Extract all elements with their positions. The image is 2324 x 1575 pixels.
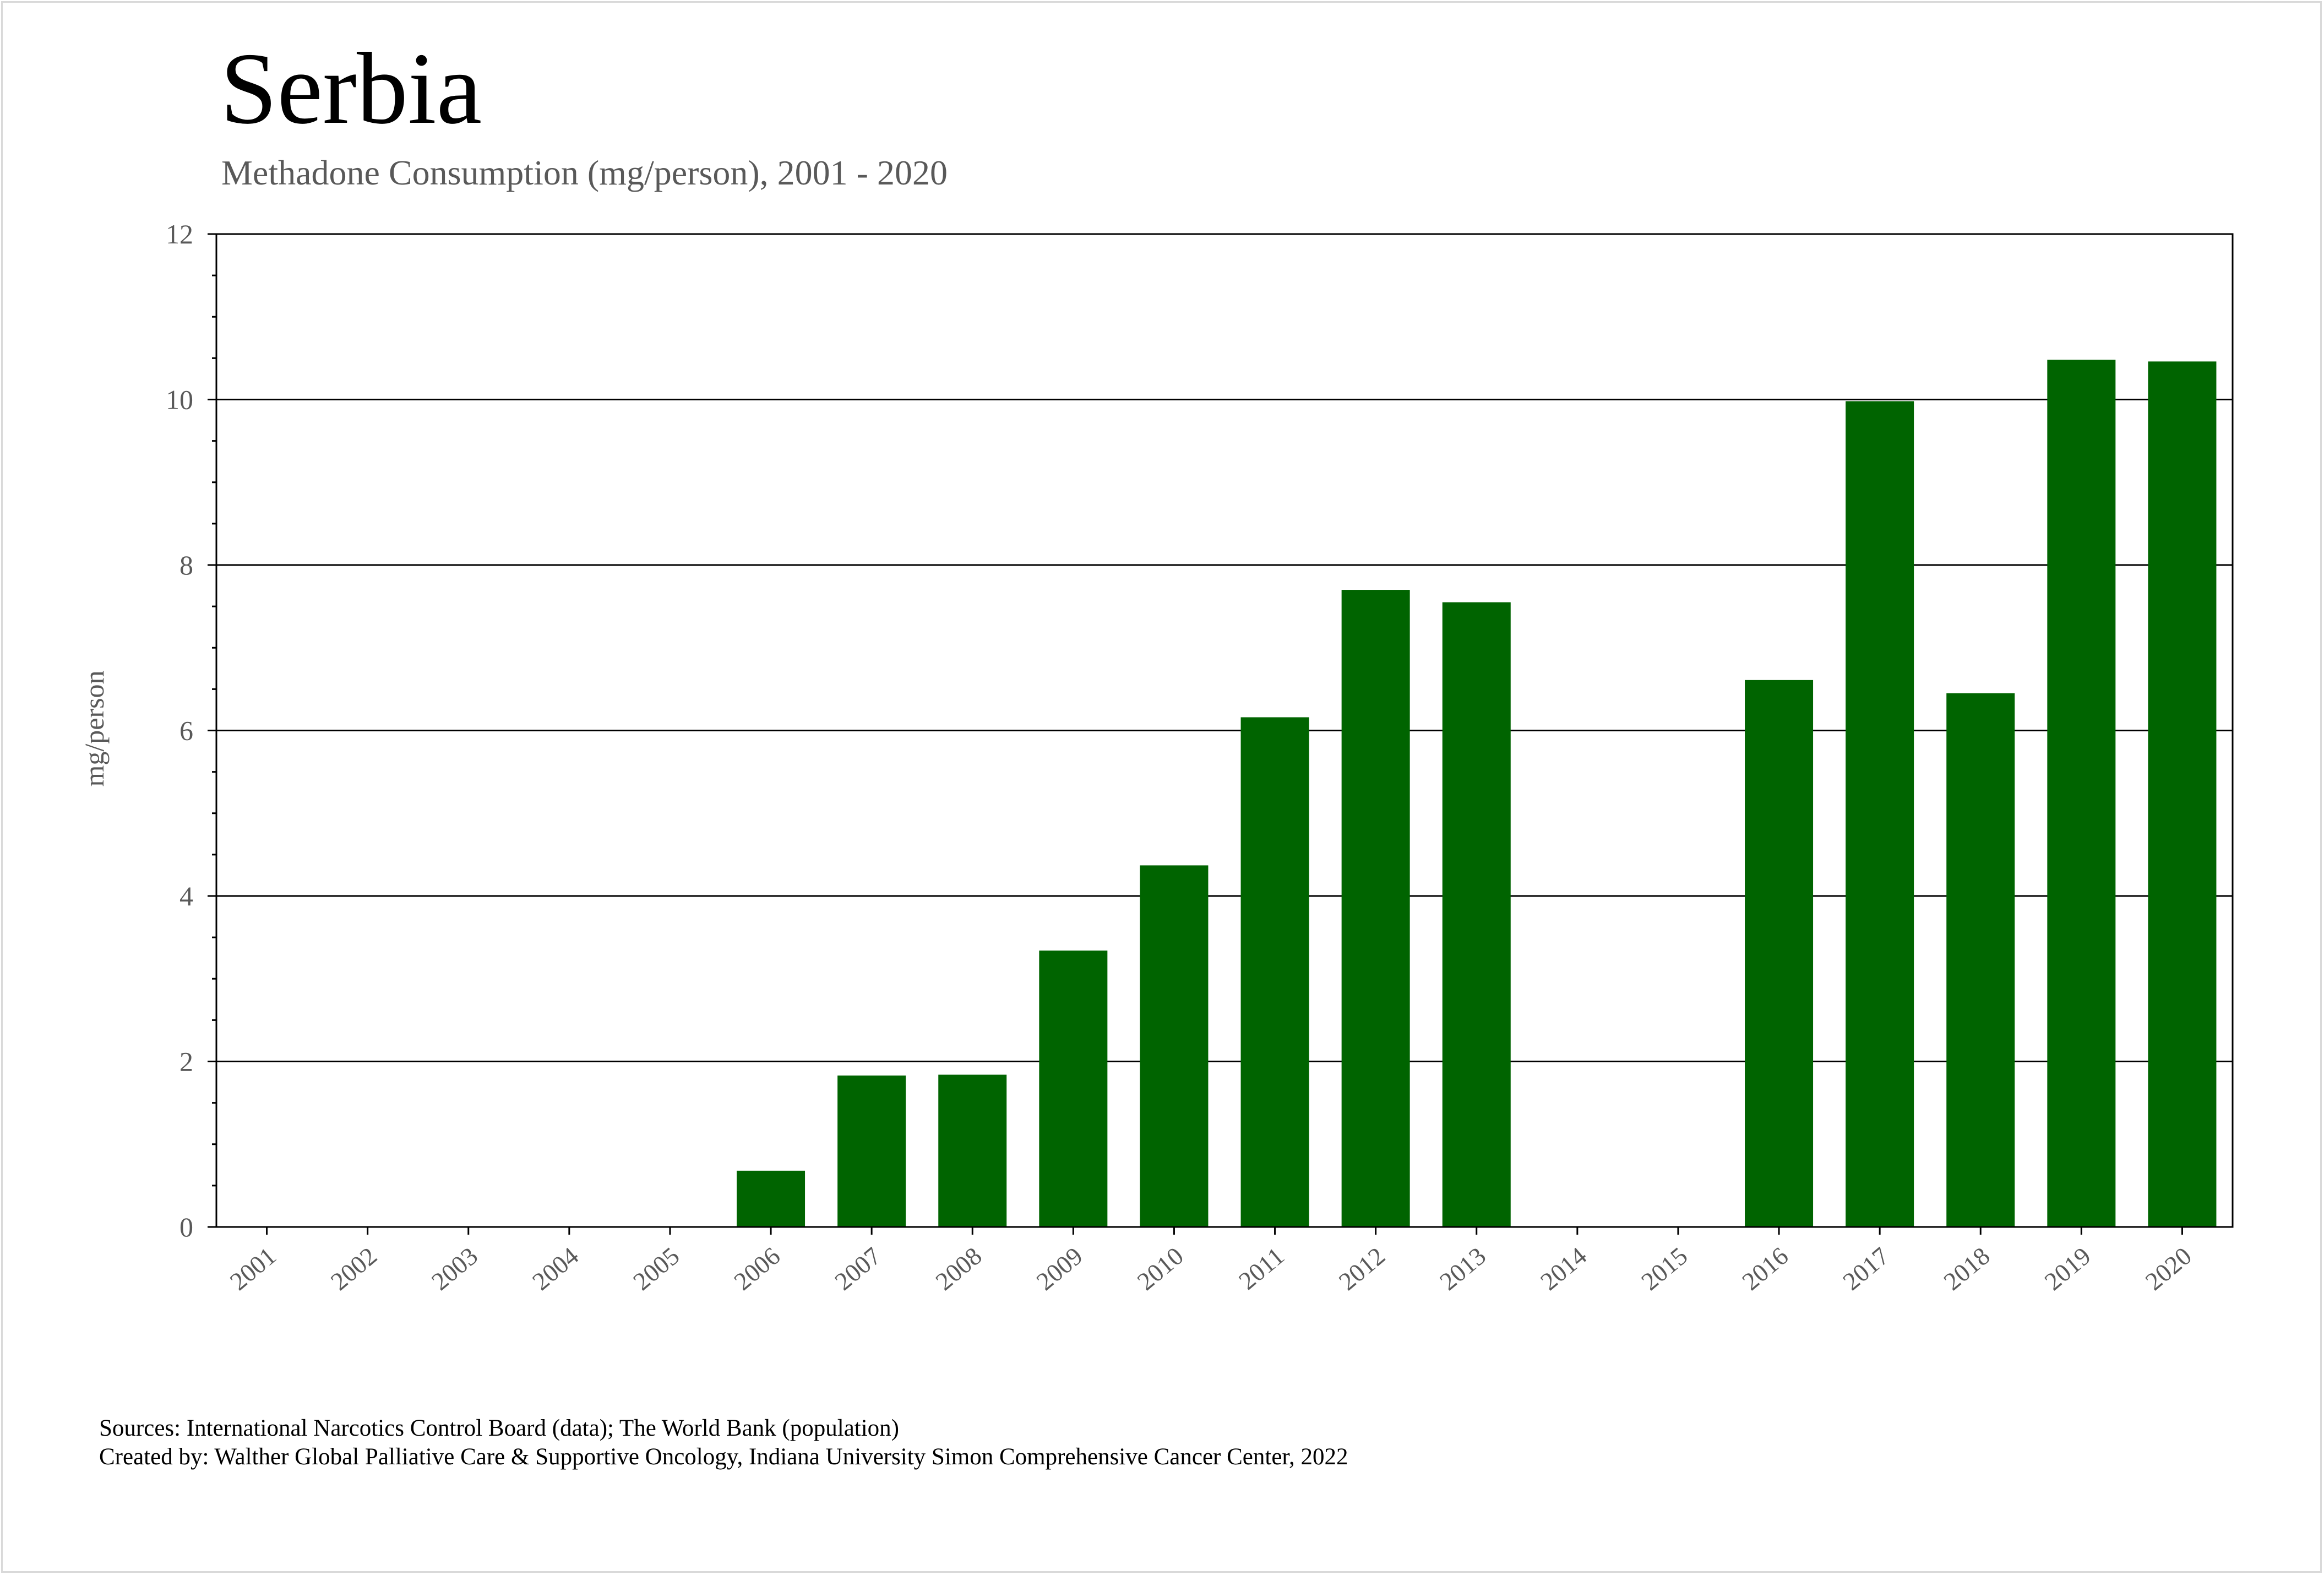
bar-2011 <box>1240 717 1309 1227</box>
y-tick-label: 10 <box>166 384 193 415</box>
x-tick-label: 2014 <box>1535 1242 1592 1296</box>
bar-2007 <box>837 1076 906 1227</box>
sources-note: Sources: International Narcotics Control… <box>99 1415 899 1441</box>
x-tick-label: 2001 <box>225 1242 281 1296</box>
bar-2008 <box>938 1074 1007 1227</box>
bar-2020 <box>2148 361 2217 1227</box>
x-tick-label: 2016 <box>1737 1242 1793 1296</box>
x-tick-label: 2002 <box>325 1242 382 1296</box>
x-tick-label: 2004 <box>527 1242 584 1296</box>
x-tick-label: 2008 <box>930 1242 987 1296</box>
x-tick-label: 2009 <box>1031 1242 1088 1296</box>
bar-2006 <box>737 1170 805 1227</box>
x-tick-label: 2005 <box>628 1242 684 1296</box>
y-tick-label: 12 <box>166 219 193 249</box>
y-tick-label: 2 <box>179 1046 193 1077</box>
x-tick-label: 2015 <box>1636 1242 1692 1296</box>
y-tick-label: 8 <box>179 550 193 580</box>
x-tick-label: 2012 <box>1334 1242 1390 1296</box>
gridlines <box>216 233 2233 1062</box>
y-axis-label: mg/person <box>79 670 110 786</box>
x-tick-label: 2020 <box>2140 1242 2197 1296</box>
x-tick-label: 2010 <box>1132 1242 1189 1296</box>
x-tick-label: 2018 <box>1938 1242 1995 1296</box>
x-tick-label: 2011 <box>1233 1242 1289 1295</box>
bar-2009 <box>1039 951 1108 1227</box>
bar-2017 <box>1846 401 1914 1227</box>
y-tick-label: 6 <box>179 715 193 746</box>
x-tick-label: 2007 <box>829 1242 886 1296</box>
x-tick-label: 2006 <box>728 1242 785 1296</box>
bar-2012 <box>1341 590 1410 1227</box>
bar-2018 <box>1946 693 2015 1227</box>
y-tick-label: 0 <box>179 1212 193 1242</box>
bar-2010 <box>1140 865 1209 1227</box>
bar-2013 <box>1442 602 1511 1227</box>
x-tick-label: 2013 <box>1434 1242 1491 1296</box>
axes <box>208 233 2234 1235</box>
x-tick-label: 2017 <box>1837 1242 1894 1296</box>
chart-title: Serbia <box>220 32 482 145</box>
bar-2016 <box>1745 680 1814 1227</box>
x-tick-label: 2019 <box>2039 1242 2096 1296</box>
bars <box>737 360 2217 1227</box>
bar-2019 <box>2047 360 2116 1227</box>
created-by-note: Created by: Walther Global Palliative Ca… <box>99 1444 1348 1470</box>
y-tick-label: 4 <box>179 881 193 911</box>
x-tick-label: 2003 <box>426 1242 483 1296</box>
chart-subtitle: Methadone Consumption (mg/person), 2001 … <box>221 153 948 192</box>
